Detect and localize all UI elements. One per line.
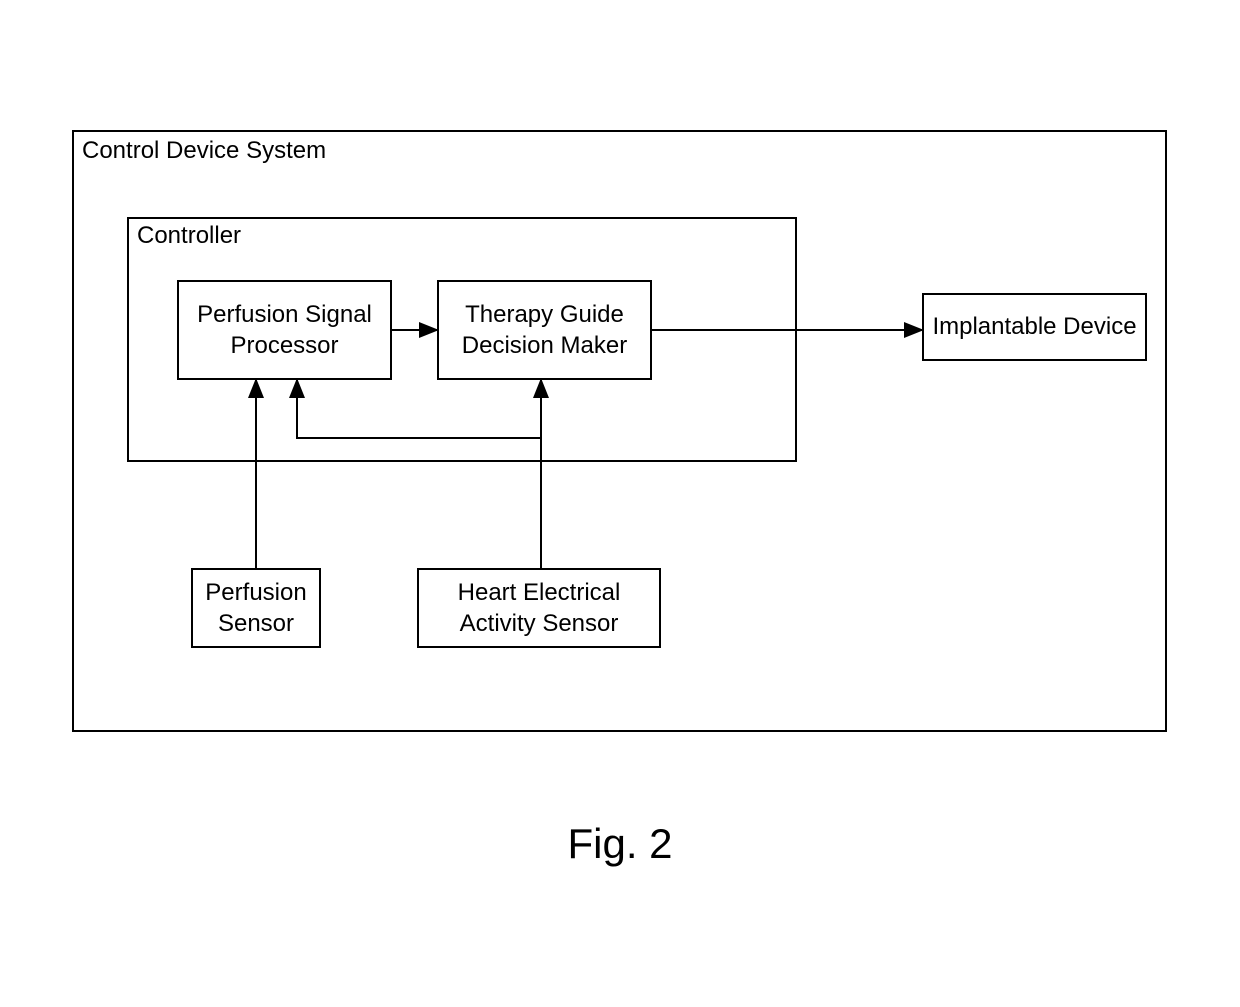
perfusion-sensor-label: Perfusion Sensor xyxy=(198,577,314,639)
therapy-guide-decision-maker-box: Therapy Guide Decision Maker xyxy=(437,280,652,380)
perfusion-signal-processor-box: Perfusion Signal Processor xyxy=(177,280,392,380)
figure-caption: Fig. 2 xyxy=(0,820,1240,868)
implantable-label: Implantable Device xyxy=(932,311,1136,342)
diagram-container: Control Device System Controller Perfusi… xyxy=(72,130,1167,732)
heart-sensor-box: Heart Electrical Activity Sensor xyxy=(417,568,661,648)
psp-label: Perfusion Signal Processor xyxy=(184,299,385,361)
control-device-system-label: Control Device System xyxy=(82,137,326,165)
heart-sensor-label: Heart Electrical Activity Sensor xyxy=(424,577,654,639)
controller-label: Controller xyxy=(137,222,241,250)
tgdm-label: Therapy Guide Decision Maker xyxy=(444,299,645,361)
perfusion-sensor-box: Perfusion Sensor xyxy=(191,568,321,648)
implantable-device-box: Implantable Device xyxy=(922,293,1147,361)
